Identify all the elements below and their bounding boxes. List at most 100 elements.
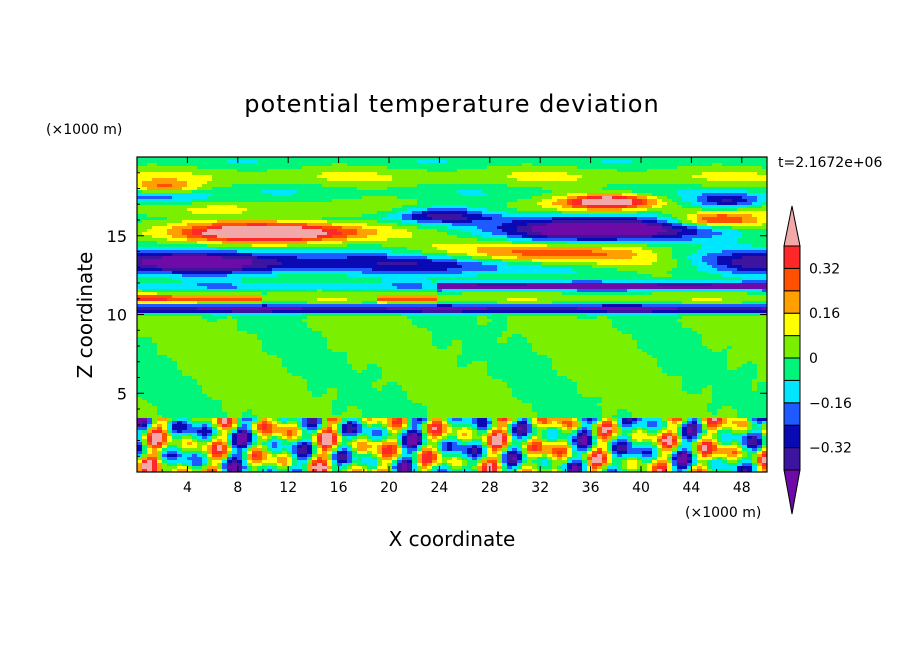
field-cell [637,190,643,194]
field-cell [507,178,513,182]
field-cell [592,217,598,221]
field-cell [282,196,288,200]
field-cell [282,190,288,194]
field-cell [202,256,208,260]
field-cell [592,205,598,209]
field-cell [172,163,178,167]
field-cell [472,268,478,272]
field-cell [452,241,458,245]
field-cell [697,166,703,170]
field-cell [312,226,318,230]
field-cell [472,256,478,260]
field-cell [262,250,268,254]
field-cell [507,217,513,221]
field-cell [282,175,288,179]
field-cell [417,232,423,236]
field-cell [637,232,643,236]
field-cell [357,157,363,161]
field-cell [502,268,508,272]
field-cell [467,220,473,224]
field-cell [307,235,313,239]
field-cell [747,259,753,263]
field-cell [322,193,328,197]
field-cell [317,265,323,269]
field-cell [432,247,438,251]
field-cell [667,265,673,269]
field-cell [582,232,588,236]
field-cell [532,166,538,170]
field-cell [402,253,408,257]
field-cell [207,223,213,227]
field-cell [637,268,643,272]
field-cell [222,226,228,230]
field-cell [557,175,563,179]
field-cell [172,247,178,251]
field-cell [307,259,313,263]
field-cell [542,202,548,206]
field-cell [747,193,753,197]
field-cell [202,163,208,167]
field-cell [517,175,523,179]
field-cell [622,265,628,269]
field-cell [617,172,623,176]
field-cell [192,241,198,245]
field-cell [242,214,248,218]
field-cell [387,205,393,209]
field-cell [142,220,148,224]
field-cell [697,265,703,269]
field-cell [632,214,638,218]
field-cell [457,211,463,215]
field-cell [397,247,403,251]
field-cell [492,223,498,227]
field-cell [372,262,378,266]
field-cell [757,187,763,191]
field-cell [497,205,503,209]
field-cell [417,178,423,182]
field-cell [412,256,418,260]
field-cell [662,262,668,266]
field-cell [612,175,618,179]
field-cell [712,268,718,272]
field-cell [677,199,683,203]
field-cell [267,226,273,230]
field-cell [367,199,373,203]
field-cell [247,193,253,197]
field-cell [627,202,633,206]
field-cell [537,169,543,173]
field-cell [627,187,633,191]
field-cell [567,244,573,248]
field-cell [362,226,368,230]
field-cell [187,181,193,185]
field-cell [727,193,733,197]
field-cell [337,214,343,218]
field-cell [567,208,573,212]
field-cell [362,199,368,203]
field-cell [162,271,168,275]
field-cell [652,184,658,188]
field-cell [757,193,763,197]
field-cell [622,214,628,218]
field-cell [492,220,498,224]
field-cell [407,169,413,173]
field-cell [577,190,583,194]
field-cell [262,181,268,185]
field-cell [542,256,548,260]
field-cell [672,238,678,242]
field-cell [657,208,663,212]
field-cell [407,175,413,179]
field-cell [192,160,198,164]
field-cell [567,190,573,194]
field-cell [627,157,633,161]
field-cell [397,187,403,191]
field-cell [387,175,393,179]
field-cell [632,202,638,206]
field-cell [292,184,298,188]
field-cell [307,238,313,242]
field-cell [277,157,283,161]
field-cell [567,193,573,197]
field-cell [437,247,443,251]
field-cell [297,229,303,233]
field-cell [337,226,343,230]
field-cell [712,181,718,185]
field-cell [397,166,403,170]
